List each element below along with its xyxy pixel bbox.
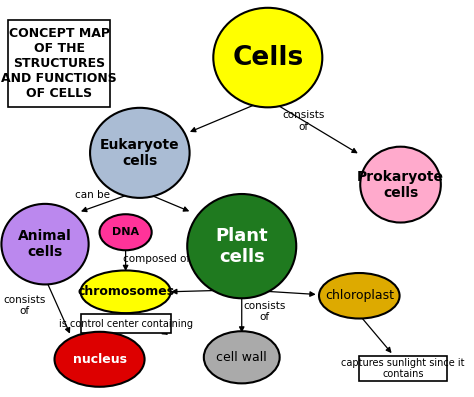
- Ellipse shape: [360, 146, 441, 223]
- Ellipse shape: [100, 214, 152, 250]
- FancyBboxPatch shape: [359, 356, 447, 381]
- Text: chloroplast: chloroplast: [325, 289, 394, 302]
- Ellipse shape: [55, 332, 145, 387]
- Text: Prokaryote
cells: Prokaryote cells: [357, 170, 444, 200]
- Ellipse shape: [213, 8, 322, 107]
- Text: Eukaryote
cells: Eukaryote cells: [100, 138, 180, 168]
- Text: consists
of: consists of: [243, 301, 286, 322]
- Ellipse shape: [319, 273, 400, 318]
- FancyBboxPatch shape: [8, 20, 110, 107]
- Text: is control center containing: is control center containing: [59, 318, 192, 329]
- Ellipse shape: [204, 331, 280, 384]
- FancyBboxPatch shape: [81, 314, 171, 333]
- Ellipse shape: [187, 194, 296, 298]
- Text: Plant
cells: Plant cells: [215, 227, 268, 266]
- Text: consists
of: consists of: [3, 295, 46, 316]
- Text: nucleus: nucleus: [73, 353, 127, 366]
- Text: composed of: composed of: [123, 254, 190, 264]
- Text: captures sunlight since it
contains: captures sunlight since it contains: [341, 358, 465, 379]
- Ellipse shape: [1, 204, 89, 284]
- Text: DNA: DNA: [112, 227, 139, 237]
- Text: cell wall: cell wall: [216, 351, 267, 364]
- Ellipse shape: [90, 108, 190, 198]
- Text: Animal
cells: Animal cells: [18, 229, 72, 259]
- Text: Cells: Cells: [232, 44, 303, 71]
- Text: chromosomes: chromosomes: [77, 285, 174, 298]
- Text: can be: can be: [75, 189, 110, 200]
- Text: consists
of: consists of: [282, 110, 325, 132]
- Ellipse shape: [81, 270, 171, 313]
- Text: CONCEPT MAP
OF THE
STRUCTURES
AND FUNCTIONS
OF CELLS: CONCEPT MAP OF THE STRUCTURES AND FUNCTI…: [1, 27, 117, 100]
